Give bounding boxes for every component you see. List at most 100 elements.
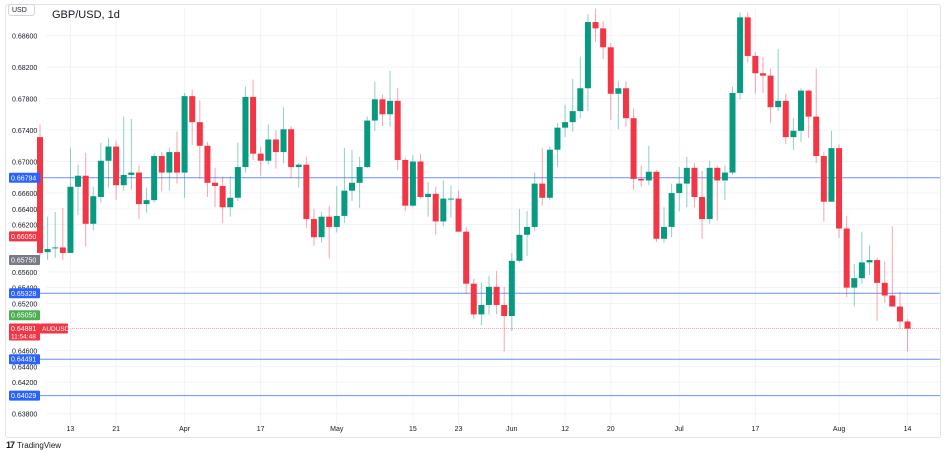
x-tick-label: 14 [904, 426, 912, 433]
candle [836, 144, 843, 238]
candle-body [128, 172, 135, 175]
candle [189, 89, 196, 145]
candle [432, 186, 439, 235]
symbol-tag-bg [40, 323, 68, 334]
candle [113, 141, 120, 201]
candle-body [493, 286, 500, 305]
candle [813, 68, 820, 164]
candle-body [706, 167, 713, 220]
candle [265, 124, 272, 165]
price-badge: 0.65050 [11, 313, 36, 320]
candle [52, 211, 59, 258]
candle-body [75, 175, 82, 187]
candle [569, 78, 576, 132]
candle [135, 165, 142, 220]
y-tick-label: 0.67800 [12, 96, 37, 103]
x-tick-label: Apr [179, 426, 191, 433]
candle-body [303, 164, 310, 220]
candle-body [759, 73, 766, 76]
x-tick-label: 21 [112, 426, 120, 433]
y-tick-label: 0.68600 [12, 33, 37, 40]
candle-body [615, 88, 622, 94]
candle [699, 170, 706, 239]
candle [661, 207, 668, 243]
candle-body [59, 247, 66, 253]
tradingview-logo[interactable]: 17 TradingView [6, 440, 61, 450]
candle [874, 257, 881, 321]
candle-body [387, 100, 394, 115]
candle-body [242, 96, 249, 168]
candle-body [394, 100, 401, 160]
line-price-label-bg [9, 390, 40, 401]
x-tick-label: 15 [409, 426, 417, 433]
candle [417, 153, 424, 199]
candle [44, 216, 51, 261]
candle [204, 141, 211, 197]
x-tick-label: 12 [561, 426, 569, 433]
candle [501, 286, 508, 352]
tradingview-logo-icon: 17 [6, 440, 15, 450]
candle-body [668, 193, 675, 227]
candle [493, 271, 500, 315]
candle [318, 211, 325, 243]
candle-body [341, 190, 348, 216]
y-tick-label: 0.66600 [12, 191, 37, 198]
candle [653, 170, 660, 242]
candle-body [356, 167, 363, 183]
candle [737, 12, 744, 100]
candle-body [67, 186, 74, 253]
candle [843, 215, 850, 298]
candle-body [676, 183, 683, 194]
y-tick-label: 0.64200 [12, 380, 37, 387]
candle [379, 94, 386, 127]
candle [744, 12, 751, 63]
candle-body [607, 47, 614, 94]
candle [531, 172, 538, 231]
candle [577, 56, 584, 119]
candle [234, 142, 241, 201]
candle-body [775, 100, 782, 108]
x-tick-label: Aug [833, 426, 846, 433]
candle [310, 208, 317, 246]
currency-button[interactable]: USD [8, 4, 35, 16]
y-tick-label: 0.64600 [12, 349, 37, 356]
candle [173, 131, 180, 184]
x-tick-label: 13 [67, 426, 75, 433]
candle [90, 186, 97, 231]
candle [706, 160, 713, 224]
candle [82, 152, 89, 247]
chart-title: GBP/USD, 1d [52, 9, 120, 21]
candle-body [250, 96, 257, 154]
candle [128, 118, 135, 190]
candle [470, 278, 477, 320]
last-price-label-bg [9, 323, 40, 341]
candle [546, 146, 553, 201]
candle [166, 148, 173, 191]
candle-body [234, 167, 241, 198]
candle [668, 183, 675, 238]
candle [440, 180, 447, 227]
candle [600, 21, 607, 60]
candle [97, 142, 104, 203]
candle [721, 165, 728, 201]
candle [866, 245, 873, 276]
candle-body [813, 116, 820, 157]
candle-body [455, 198, 462, 232]
candle [714, 165, 721, 221]
candle [326, 205, 333, 259]
candle-body [166, 152, 173, 173]
candle [402, 157, 409, 212]
candle [881, 261, 888, 303]
candle-body [151, 156, 158, 201]
candle-body [158, 156, 165, 173]
candle [622, 81, 629, 127]
candle-body [516, 234, 523, 261]
candle-body [782, 100, 789, 138]
candle-body [333, 215, 340, 227]
candle [858, 231, 865, 284]
candle [759, 56, 766, 93]
candle-body [432, 193, 439, 222]
price-badge-bg [9, 231, 40, 242]
candle-body [318, 216, 325, 238]
